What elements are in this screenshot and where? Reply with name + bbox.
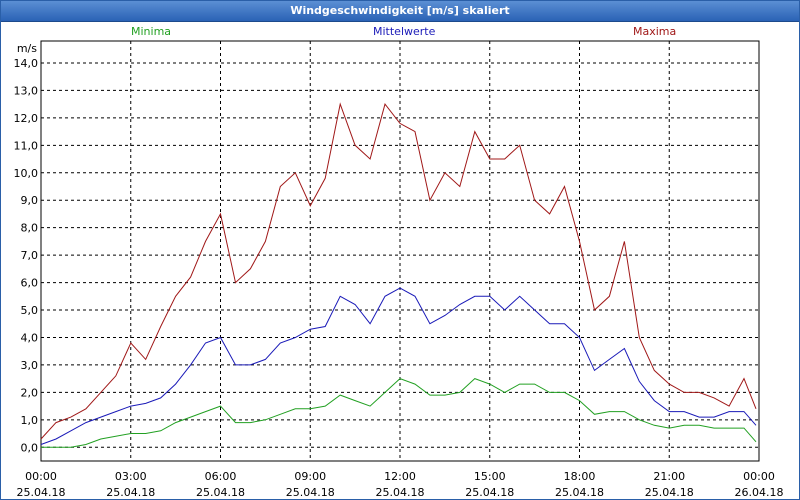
x-tick-time-label: 18:00 — [564, 470, 596, 483]
y-tick-label: 1,0 — [21, 414, 39, 427]
x-tick-date-label: 25.04.18 — [106, 486, 155, 499]
y-tick-label: 7,0 — [21, 249, 39, 262]
x-tick-date-label: 25.04.18 — [286, 486, 335, 499]
series-line-maxima — [40, 102, 757, 440]
y-tick-label: 14,0 — [14, 57, 39, 70]
x-tick-date-label: 25.04.18 — [376, 486, 425, 499]
legend-mittelwerte: Mittelwerte — [373, 25, 436, 38]
x-tick-date-label: 25.04.18 — [465, 486, 514, 499]
x-tick-time-label: 00:00 — [25, 470, 57, 483]
y-tick-label: 9,0 — [21, 194, 39, 207]
y-tick-label: 11,0 — [14, 139, 39, 152]
y-tick-label: 10,0 — [14, 167, 39, 180]
x-tick-date-label: 25.04.18 — [645, 486, 694, 499]
x-tick-time-label: 21:00 — [653, 470, 685, 483]
y-tick-label: 6,0 — [21, 277, 39, 290]
legend-minima: Minima — [131, 25, 172, 38]
x-tick-time-label: 12:00 — [384, 470, 416, 483]
series-line-minima — [41, 378, 757, 448]
y-axis-label: m/s — [17, 42, 37, 55]
x-tick-time-label: 00:00 — [743, 470, 775, 483]
y-tick-label: 2,0 — [21, 386, 39, 399]
y-tick-label: 13,0 — [14, 84, 39, 97]
x-tick-time-label: 06:00 — [205, 470, 237, 483]
series-line-mittelwerte — [40, 287, 757, 445]
x-tick-date-label: 26.04.18 — [735, 486, 784, 499]
y-tick-label: 0,0 — [21, 441, 39, 454]
y-tick-label: 4,0 — [21, 331, 39, 344]
x-tick-date-label: 25.04.18 — [17, 486, 66, 499]
x-tick-date-label: 25.04.18 — [196, 486, 245, 499]
window-title: Windgeschwindigkeit [m/s] skaliert — [1, 1, 799, 22]
y-tick-label: 8,0 — [21, 222, 39, 235]
y-tick-label: 3,0 — [21, 359, 39, 372]
legend-maxima: Maxima — [633, 25, 677, 38]
plot-frame — [40, 40, 760, 462]
x-tick-time-label: 03:00 — [115, 470, 147, 483]
y-tick-label: 5,0 — [21, 304, 39, 317]
x-tick-date-label: 25.04.18 — [555, 486, 604, 499]
x-tick-time-label: 09:00 — [294, 470, 326, 483]
y-tick-label: 12,0 — [14, 112, 39, 125]
x-tick-time-label: 15:00 — [474, 470, 506, 483]
